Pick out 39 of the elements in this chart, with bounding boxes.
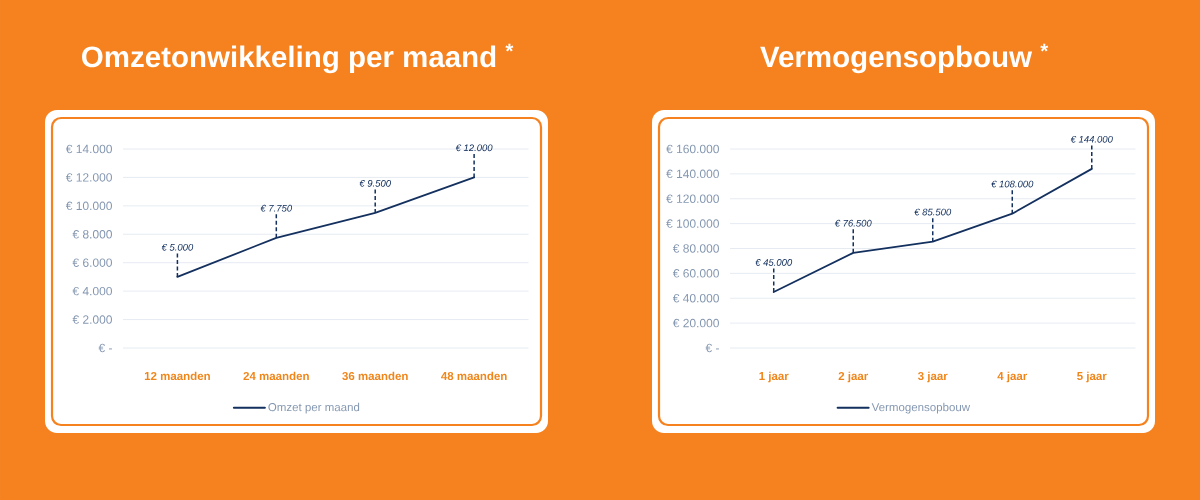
chart-title: Vermogensopbouw $^{*}$ [760, 43, 1049, 74]
data-label: € 45.000 [755, 259, 793, 266]
data-label: € 85.500 [914, 208, 952, 216]
y-tick-label: € 140.000 [666, 169, 719, 179]
y-tick-label: € - [98, 343, 112, 353]
data-label: € 5.000 [161, 243, 194, 251]
x-tick-label: 4 jaar [997, 371, 1028, 383]
y-tick-label: € 80.000 [672, 244, 719, 253]
data-label: € 144.000 [1070, 135, 1113, 143]
y-tick-label: € 60.000 [672, 269, 719, 278]
x-tick-label: 2 jaar [838, 371, 869, 383]
y-tick-label: € 120.000 [666, 194, 719, 203]
x-tick-label: 12 maanden [144, 371, 210, 381]
y-tick-label: € 20.000 [672, 318, 719, 328]
y-tick-label: € 40.000 [672, 293, 719, 303]
y-tick-label: € - [705, 343, 719, 353]
data-label: € 9.500 [359, 179, 391, 187]
x-tick-label: 5 jaar [1077, 371, 1107, 383]
data-label: € 12.000 [455, 144, 493, 152]
x-tick-label: 48 maanden [441, 371, 507, 381]
y-tick-label: € 160.000 [666, 144, 719, 154]
x-tick-label: 24 maanden [243, 371, 309, 381]
legend-label: Omzet per maand [268, 402, 360, 414]
x-tick-label: 3 jaar [917, 371, 948, 383]
chart-title: Omzetonwikkeling per maand $^{*}$ [82, 43, 514, 74]
x-tick-label: 1 jaar [759, 371, 789, 383]
data-label: € 108.000 [991, 180, 1034, 188]
y-tick-label: € 6.000 [72, 258, 112, 267]
y-tick-label: € 14.000 [65, 144, 112, 154]
y-tick-label: € 8.000 [72, 230, 112, 239]
legend-label: Vermogensopbouw [871, 402, 971, 414]
y-tick-label: € 100.000 [666, 219, 719, 228]
y-tick-label: € 12.000 [65, 173, 112, 182]
x-tick-label: 36 maanden [342, 371, 408, 381]
y-tick-label: € 2.000 [72, 315, 112, 324]
data-label: € 76.500 [834, 219, 872, 227]
data-label: € 7.750 [260, 204, 293, 212]
y-tick-label: € 4.000 [72, 286, 112, 296]
y-tick-label: € 10.000 [65, 201, 112, 211]
